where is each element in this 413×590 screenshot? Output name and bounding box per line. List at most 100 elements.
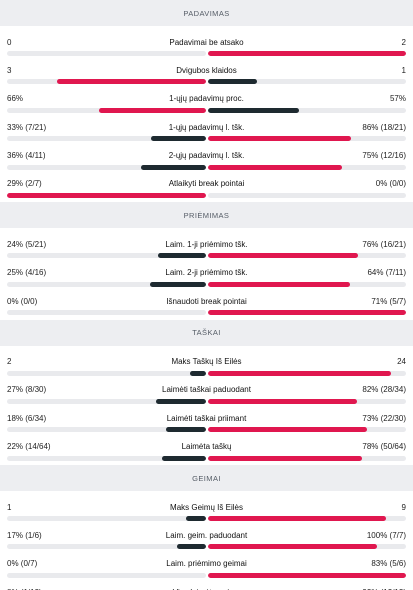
right-value: 76% (16/21) bbox=[362, 239, 406, 249]
stat-row: 29% (2/7) Atlaikyti break pointai 0% (0/… bbox=[0, 174, 413, 202]
stat-rows: 2 Maks Taškų Iš Eilės 24 27% (8/30) Laim… bbox=[0, 352, 413, 466]
left-value: 2 bbox=[7, 357, 12, 367]
stat-row: 36% (4/11) 2-ųjų padavimų l. tšk. 75% (1… bbox=[0, 146, 413, 174]
comparison-bar bbox=[7, 253, 406, 259]
left-value: 22% (14/64) bbox=[7, 442, 51, 452]
left-bar-fill bbox=[149, 281, 206, 287]
stat-rows: 0 Padavimai be atsako 2 3 Dvigubos klaid… bbox=[0, 32, 413, 202]
stat-labels: 25% (4/16) Laim. 2-ji priėmimo tšk. 64% … bbox=[0, 267, 413, 279]
comparison-bar bbox=[7, 79, 406, 85]
right-bar-track bbox=[207, 516, 406, 522]
section-header: GEIMAI bbox=[0, 465, 413, 492]
left-value: 0% (0/0) bbox=[7, 296, 38, 306]
stat-row: 27% (8/30) Laimėti taškai paduodant 82% … bbox=[0, 380, 413, 408]
right-value: 71% (5/7) bbox=[371, 296, 406, 306]
stat-row: 2 Maks Taškų Iš Eilės 24 bbox=[0, 352, 413, 380]
left-bar-fill bbox=[190, 370, 206, 376]
stat-name: 2-ųjų padavimų l. tšk. bbox=[168, 151, 245, 161]
right-value: 0% (0/0) bbox=[375, 179, 406, 189]
right-bar-fill bbox=[207, 253, 359, 259]
left-value: 0 bbox=[7, 37, 12, 47]
stat-name: Laim. priėmimo geimai bbox=[166, 559, 247, 569]
left-bar-track bbox=[7, 544, 206, 550]
right-value: 83% (5/6) bbox=[371, 559, 406, 569]
right-bar-track bbox=[207, 51, 406, 56]
right-bar-track bbox=[207, 544, 406, 550]
right-bar-track bbox=[207, 427, 406, 433]
section-title: GEIMAI bbox=[192, 473, 221, 483]
comparison-bar bbox=[7, 455, 406, 461]
stat-row: 18% (6/34) Laimėti taškai priimant 73% (… bbox=[0, 408, 413, 436]
section-title: PRIĖMIMAS bbox=[183, 210, 230, 220]
comparison-bar bbox=[7, 192, 406, 198]
left-bar-track bbox=[7, 107, 206, 113]
right-bar-track bbox=[207, 310, 406, 316]
right-bar-fill bbox=[207, 398, 357, 404]
right-value: 82% (28/34) bbox=[362, 385, 406, 395]
stats-section: PADAVIMAS 0 Padavimai be atsako 2 3 Dvig… bbox=[0, 0, 413, 202]
stat-name: Padavimai be atsako bbox=[169, 37, 244, 47]
left-bar-track bbox=[7, 370, 206, 376]
stat-row: 1 Maks Geimų Iš Eilės 9 bbox=[0, 497, 413, 525]
stat-name: Maks Taškų Iš Eilės bbox=[171, 357, 242, 367]
left-bar-track bbox=[7, 136, 206, 142]
stat-name: Laim. 2-ji priėmimo tšk. bbox=[165, 268, 248, 278]
left-bar-track bbox=[7, 427, 206, 433]
stat-labels: 18% (6/34) Laimėti taškai priimant 73% (… bbox=[0, 412, 413, 424]
right-value: 78% (50/64) bbox=[362, 442, 406, 452]
stats-section: PRIĖMIMAS 24% (5/21) Laim. 1-ji priėmimo… bbox=[0, 202, 413, 319]
left-bar-track bbox=[7, 79, 206, 85]
stat-name: Laimėti taškai paduodant bbox=[162, 385, 251, 395]
stats-section: TAŠKAI 2 Maks Taškų Iš Eilės 24 27% (8/3… bbox=[0, 319, 413, 466]
stat-name: 1-ųjų padavimų proc. bbox=[169, 94, 244, 104]
left-bar-track bbox=[7, 310, 206, 316]
stat-labels: 17% (1/6) Laim. geim. paduodant 100% (7/… bbox=[0, 529, 413, 541]
stat-row: 8% (1/13) Viso laimėtų geimų 92% (12/13) bbox=[0, 582, 413, 590]
stat-row: 0 Padavimai be atsako 2 bbox=[0, 32, 413, 60]
right-value: 64% (7/11) bbox=[367, 268, 406, 278]
left-bar-track bbox=[7, 516, 206, 522]
left-value: 17% (1/6) bbox=[7, 530, 42, 540]
left-bar-fill bbox=[161, 455, 206, 461]
comparison-bar bbox=[7, 51, 406, 56]
comparison-bar bbox=[7, 281, 406, 287]
left-bar-fill bbox=[98, 107, 206, 113]
left-value: 0% (0/7) bbox=[7, 559, 38, 569]
right-bar-track bbox=[207, 370, 406, 376]
right-bar-track bbox=[207, 455, 406, 461]
right-value: 57% bbox=[389, 94, 406, 104]
stat-labels: 1 Maks Geimų Iš Eilės 9 bbox=[0, 501, 413, 513]
comparison-bar bbox=[7, 572, 406, 578]
left-value: 27% (8/30) bbox=[7, 385, 47, 395]
left-value: 8% (1/13) bbox=[7, 588, 42, 590]
left-bar-track bbox=[7, 164, 206, 170]
comparison-bar bbox=[7, 107, 406, 113]
right-bar-track bbox=[207, 253, 406, 259]
stat-labels: 24% (5/21) Laim. 1-ji priėmimo tšk. 76% … bbox=[0, 238, 413, 250]
left-value: 36% (4/11) bbox=[7, 151, 46, 161]
left-value: 29% (2/7) bbox=[7, 179, 42, 189]
stat-row: 24% (5/21) Laim. 1-ji priėmimo tšk. 76% … bbox=[0, 234, 413, 262]
stats-section: GEIMAI 1 Maks Geimų Iš Eilės 9 17% (1/6)… bbox=[0, 465, 413, 590]
right-value: 75% (12/16) bbox=[362, 151, 406, 161]
left-bar-fill bbox=[157, 253, 206, 259]
comparison-bar bbox=[7, 398, 406, 404]
stat-row: 17% (1/6) Laim. geim. paduodant 100% (7/… bbox=[0, 525, 413, 553]
stat-name: Išnaudoti break pointai bbox=[166, 296, 247, 306]
right-value: 73% (22/30) bbox=[362, 413, 406, 423]
left-bar-track bbox=[7, 253, 206, 259]
right-bar-fill bbox=[207, 544, 378, 550]
right-bar-track bbox=[207, 281, 406, 287]
comparison-bar bbox=[7, 164, 406, 170]
stat-labels: 33% (7/21) 1-ųjų padavimų l. tšk. 86% (1… bbox=[0, 121, 413, 133]
left-bar-fill bbox=[185, 516, 206, 522]
left-bar-fill bbox=[166, 427, 206, 433]
left-bar-fill bbox=[150, 136, 206, 142]
stat-name: Dvigubos klaidos bbox=[176, 65, 237, 75]
stat-labels: 29% (2/7) Atlaikyti break pointai 0% (0/… bbox=[0, 178, 413, 190]
stat-labels: 8% (1/13) Viso laimėtų geimų 92% (12/13) bbox=[0, 586, 413, 590]
section-header: PRIĖMIMAS bbox=[0, 202, 413, 229]
stat-row: 66% 1-ųjų padavimų proc. 57% bbox=[0, 89, 413, 117]
left-bar-track bbox=[7, 281, 206, 287]
